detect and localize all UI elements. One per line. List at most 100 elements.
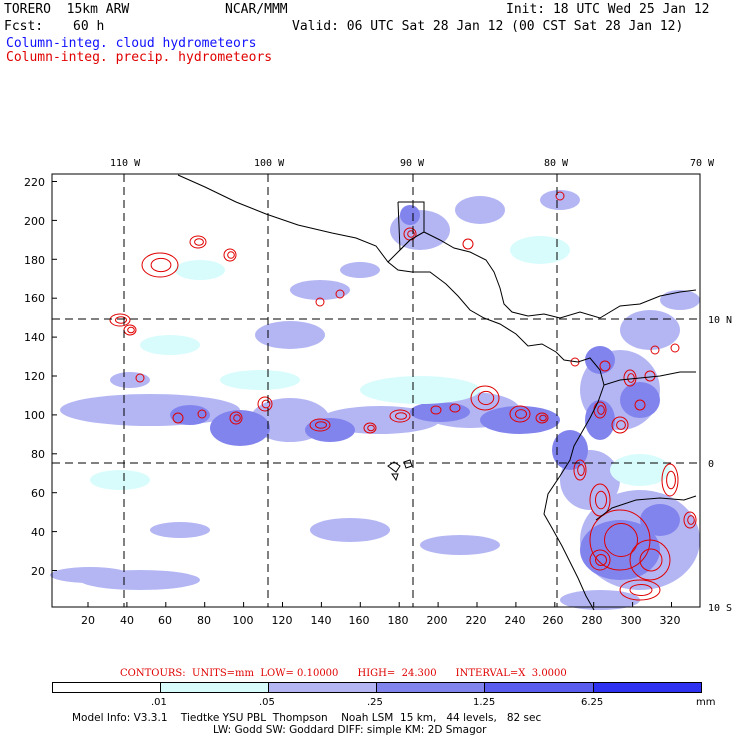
precip-contour (573, 459, 587, 481)
y-tick: 200 (24, 215, 45, 228)
x-tick: 200 (427, 614, 448, 627)
x-tick: 120 (272, 614, 293, 627)
precip-contour (309, 418, 331, 432)
y-tick: 180 (24, 254, 45, 267)
cloud-shade-patch (175, 260, 225, 280)
cloud-shade-patch (50, 567, 130, 583)
model-info-line1: Model Info: V3.3.1 Tiedtke YSU PBL Thomp… (72, 712, 542, 724)
contour-info: CONTOURS: UNITS=mm LOW= 0.10000 HIGH= 24… (120, 668, 567, 679)
contour-interval: INTERVAL=X 3.0000 (455, 668, 567, 679)
y-tick: 40 (31, 526, 45, 539)
precip-contour-inner (604, 523, 638, 557)
precip-contour-inner (233, 414, 241, 422)
lon-label-90w: 90 W (400, 158, 425, 169)
precip-contour-inner (477, 390, 495, 406)
y-tick: 120 (24, 370, 45, 383)
precip-contour-inner (666, 470, 676, 490)
legend-unit: mm (696, 697, 716, 708)
y-tick: 60 (31, 487, 45, 500)
cloud-shade-patch (420, 535, 500, 555)
x-tick-labels: 20 40 60 80 100 120 140 160 180 200 220 … (81, 614, 681, 627)
precip-contour-inner (577, 464, 585, 476)
precip-contour (363, 422, 377, 434)
y-tick: 140 (24, 331, 45, 344)
legend-label: .25 (367, 697, 383, 708)
longitude-labels: 110 W 100 W 90 W 80 W 70 W (110, 158, 715, 169)
lat-label-10n: 10 N (708, 315, 732, 326)
precip-contour (509, 405, 531, 423)
precip-contour (589, 549, 611, 571)
precip-contour (449, 403, 461, 413)
precip-contour (141, 252, 179, 278)
precip-contour (670, 343, 680, 353)
cloud-shade-patch (620, 310, 680, 350)
valid-time: Valid: 06 UTC Sat 28 Jan 12 (00 CST Sat … (292, 19, 684, 34)
cloud-shade-patch (255, 321, 325, 349)
precip-contour-inner (639, 548, 663, 572)
precip-contour-inner (597, 405, 605, 415)
cloud-shade-patch (290, 280, 350, 300)
precip-contour-inner (595, 554, 607, 566)
x-tick: 20 (81, 614, 95, 627)
contour-units: UNITS=mm (192, 668, 255, 679)
precip-contour (197, 409, 207, 419)
lat-label-0: 0 (708, 459, 714, 470)
border-south-america (595, 495, 697, 521)
x-tick: 300 (621, 614, 642, 627)
cloud-shade-patch (150, 522, 210, 538)
x-tick: 180 (388, 614, 409, 627)
x-tick: 60 (158, 614, 172, 627)
precip-contour (430, 405, 442, 415)
x-tick: 240 (505, 614, 526, 627)
precip-contour-inner (687, 515, 695, 525)
field-precip-hydrometeors: Column-integ. precip. hydrometeors (6, 50, 273, 65)
x-tick: 100 (233, 614, 254, 627)
precip-contour (555, 191, 565, 201)
y-tick: 20 (31, 565, 45, 578)
precip-contour (109, 313, 131, 327)
lat-lon-grid (52, 174, 700, 607)
precip-contour-inner (367, 424, 375, 432)
model-title: TORERO 15km ARW (4, 2, 130, 17)
cloud-shade-patch (660, 290, 700, 310)
legend-swatch-3 (376, 682, 485, 693)
precip-contour (135, 373, 145, 383)
precip-contour (470, 385, 500, 411)
cloud-shade-patch (610, 454, 670, 486)
y-tick: 80 (31, 448, 45, 461)
coastline-layer (177, 174, 697, 611)
x-tick: 220 (466, 614, 487, 627)
lon-label-70w: 70 W (690, 158, 715, 169)
precip-contour (634, 399, 646, 411)
precip-contour (661, 463, 679, 497)
precip-contour-inner (150, 257, 172, 273)
cloud-shade-patch (400, 205, 420, 225)
legend-label: .01 (151, 697, 167, 708)
precip-contour-inner (115, 316, 127, 324)
precip-contour (335, 289, 345, 299)
precip-contour-inner (629, 584, 653, 596)
precip-contour-inner (616, 420, 626, 430)
cloud-shade-patch (305, 418, 355, 442)
precip-contour-inner (395, 412, 407, 420)
lon-label-80w: 80 W (544, 158, 569, 169)
model-info-line2: LW: Godd SW: Goddard DIFF: simple KM: 2D… (213, 724, 487, 736)
cloud-shade-patch (90, 470, 150, 490)
precip-contour-inner (227, 251, 235, 259)
precip-contour (650, 345, 660, 355)
precip-contour (611, 416, 629, 434)
contour-high: HIGH= 24.300 (357, 668, 437, 679)
cloud-shade-patch (170, 405, 210, 425)
latitude-labels: 10 N 0 10 S (708, 315, 732, 614)
contour-label: CONTOURS: (120, 668, 186, 679)
y-tick: 160 (24, 292, 45, 305)
precip-contour (229, 411, 243, 425)
legend-swatch-1 (160, 682, 269, 693)
cloud-shade-patch (640, 504, 680, 536)
legend-label: .05 (259, 697, 275, 708)
forecast-label: Fcst: (4, 19, 44, 34)
coastline-yucatan (397, 201, 425, 252)
cloud-shade-patch (140, 335, 200, 355)
x-tick: 160 (349, 614, 370, 627)
